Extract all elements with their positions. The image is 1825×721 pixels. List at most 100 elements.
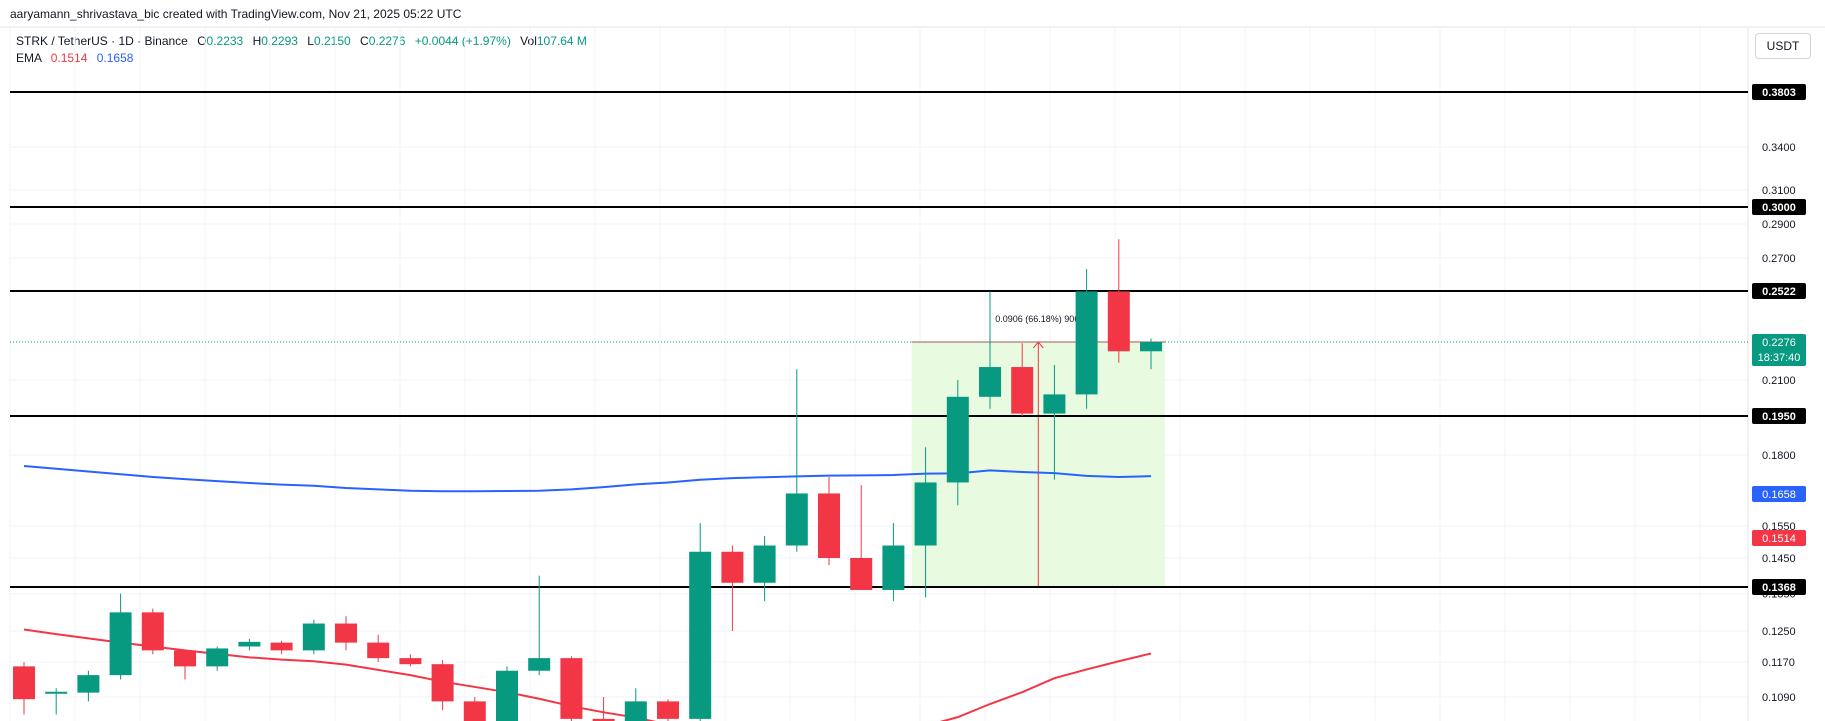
measure-arrow-head xyxy=(1032,341,1044,349)
open-value: 0.2233 xyxy=(206,34,244,48)
close-label: C xyxy=(360,34,369,48)
candle xyxy=(206,646,229,671)
candle-body xyxy=(335,623,357,643)
price-tag xyxy=(1752,334,1806,366)
price-tick-label: 0.1170 xyxy=(1762,657,1795,669)
measure-label: 0.0906 (66.18%) 906 xyxy=(995,314,1079,324)
candle xyxy=(238,638,261,651)
chart-credit: aaryamann_shrivastava_bic created with T… xyxy=(10,7,462,21)
price-tick-label: 0.2100 xyxy=(1762,375,1796,387)
candle xyxy=(77,670,100,702)
candle-body xyxy=(1075,291,1098,395)
candle xyxy=(1107,239,1130,363)
candle-body xyxy=(141,612,164,651)
candle xyxy=(850,485,873,590)
candle xyxy=(270,640,293,655)
candle-body xyxy=(206,648,229,667)
candle xyxy=(528,575,551,676)
candle-body xyxy=(560,658,583,719)
candle-body xyxy=(399,658,422,665)
candle-body xyxy=(77,675,100,693)
candle xyxy=(624,688,647,721)
candles xyxy=(13,239,1162,721)
low-value: 0.2150 xyxy=(313,34,351,48)
candle xyxy=(1140,338,1162,370)
price-tick-label: 0.1450 xyxy=(1762,553,1796,565)
price-tag xyxy=(1752,199,1806,215)
candle-body xyxy=(302,623,325,651)
price-tag-label: 0.3000 xyxy=(1762,202,1796,214)
candle-body xyxy=(850,558,873,590)
candle-body xyxy=(657,701,679,719)
candle-body xyxy=(914,482,937,546)
ema-value-blue: 0.1658 xyxy=(96,51,134,65)
candle-body xyxy=(946,396,969,483)
price-tag-label: 0.1658 xyxy=(1762,489,1796,501)
candle xyxy=(431,660,454,711)
candle xyxy=(657,699,679,721)
candle-body xyxy=(238,641,261,647)
candle-body xyxy=(785,493,808,546)
candle xyxy=(399,654,422,667)
candle-body xyxy=(753,545,776,583)
candle-body xyxy=(882,545,905,590)
price-tag xyxy=(1752,283,1806,299)
candle-body xyxy=(689,551,712,719)
open-label: O xyxy=(197,34,207,48)
candle-body xyxy=(270,642,293,651)
candle xyxy=(174,650,196,680)
ohlc-legend: STRK / TetherUS · 1D · Binance O0.2233 H… xyxy=(16,34,587,48)
candle-body xyxy=(1043,394,1066,414)
candle xyxy=(560,656,583,721)
volume-value: 107.64 M xyxy=(536,34,587,48)
ema-label: EMA xyxy=(16,51,42,65)
candle xyxy=(45,688,68,715)
candle xyxy=(13,662,35,715)
candle xyxy=(1011,343,1034,416)
price-tag xyxy=(1752,408,1806,424)
candle-body xyxy=(431,664,454,702)
candle xyxy=(141,608,164,655)
candle xyxy=(882,523,905,602)
candle xyxy=(1043,364,1066,480)
candle-body xyxy=(1107,291,1130,352)
price-tick-label: 0.1800 xyxy=(1762,450,1796,462)
candle xyxy=(979,291,1001,409)
price-axis[interactable]: 0.10900.11700.12500.13500.14500.15500.18… xyxy=(1752,84,1806,704)
candle xyxy=(753,536,776,602)
price-tag-label: 0.3803 xyxy=(1762,87,1796,99)
candle xyxy=(721,545,744,631)
candle-body xyxy=(45,691,68,694)
candle xyxy=(496,666,518,721)
candle xyxy=(109,593,132,680)
candle xyxy=(335,616,357,651)
candle xyxy=(302,619,325,655)
ema-value-red: 0.1514 xyxy=(50,51,88,65)
price-tag-label: 0.2276 xyxy=(1762,337,1796,349)
change-value: +0.0044 (+1.97%) xyxy=(414,34,511,48)
price-tag xyxy=(1752,486,1806,502)
price-tag-label: 0.1950 xyxy=(1762,411,1796,423)
price-tag xyxy=(1752,84,1806,100)
horizontal-levels xyxy=(10,91,1748,588)
candle xyxy=(785,369,808,552)
price-tag-label: 0.1514 xyxy=(1762,533,1796,545)
high-label: H xyxy=(252,34,262,48)
candle-body xyxy=(721,551,744,583)
currency-unit-button[interactable]: USDT xyxy=(1755,33,1811,59)
candle-body xyxy=(1011,367,1034,414)
ema-legend[interactable]: EMA 0.1514 0.1658 xyxy=(16,51,133,65)
candle-body xyxy=(592,718,615,721)
price-tick-label: 0.1250 xyxy=(1762,626,1796,638)
candle-body xyxy=(496,670,518,721)
ema-red-line xyxy=(23,628,1152,721)
candle xyxy=(914,447,937,598)
candle-body xyxy=(109,612,132,676)
candle-body xyxy=(174,650,196,667)
candle-body xyxy=(463,701,486,721)
price-tick-label: 0.2900 xyxy=(1762,219,1796,231)
candle xyxy=(592,697,615,721)
symbol-title[interactable]: STRK / TetherUS · 1D · Binance xyxy=(16,34,188,48)
price-tag-label: 0.1368 xyxy=(1762,582,1796,594)
